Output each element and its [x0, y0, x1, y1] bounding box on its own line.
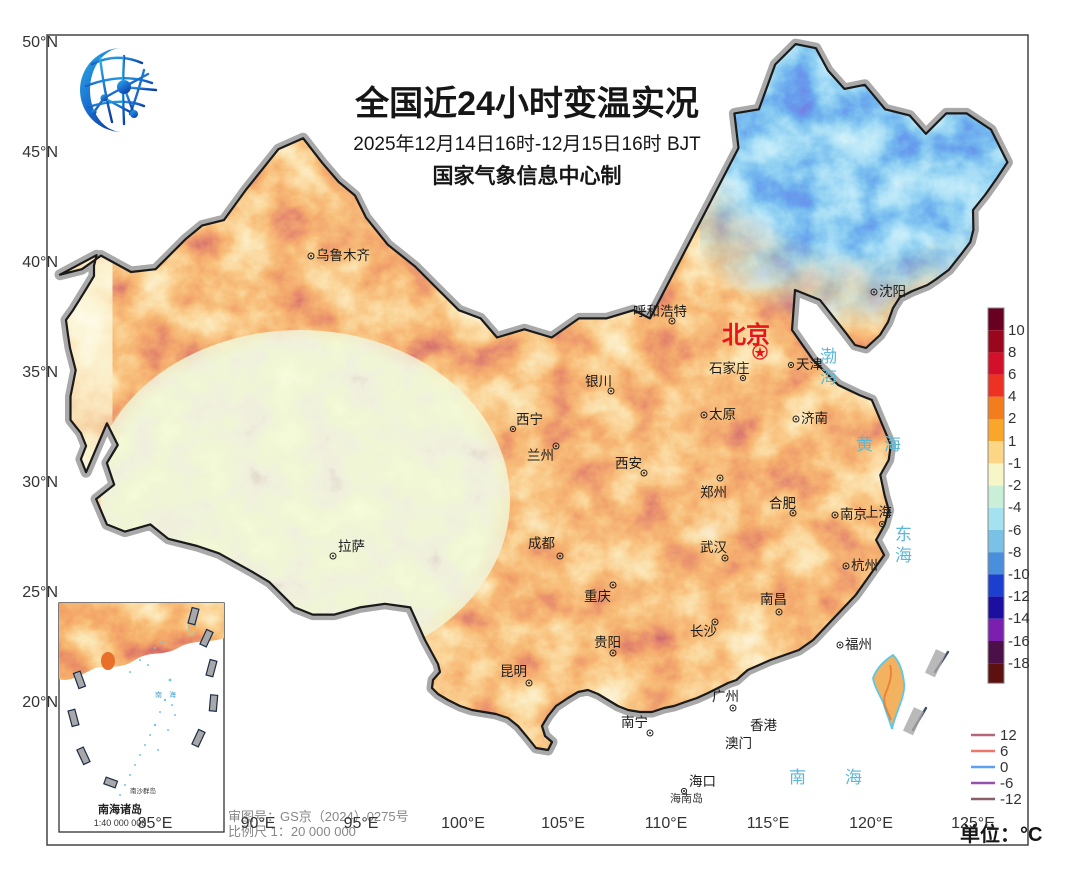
svg-text:-14: -14	[1008, 610, 1030, 627]
svg-text:海: 海	[895, 546, 912, 565]
svg-text:海南岛: 海南岛	[670, 791, 703, 805]
svg-text:6: 6	[1000, 743, 1008, 760]
svg-text:120°E: 120°E	[849, 815, 893, 832]
svg-text:-1: -1	[1008, 455, 1021, 472]
svg-text:国家气象信息中心制: 国家气象信息中心制	[433, 164, 622, 188]
svg-text:福州: 福州	[845, 637, 872, 652]
svg-text:兰州: 兰州	[527, 448, 554, 463]
svg-text:25°N: 25°N	[22, 584, 58, 601]
svg-text:115°E: 115°E	[747, 815, 790, 832]
svg-text:20°N: 20°N	[22, 694, 58, 711]
svg-text:-6: -6	[1000, 775, 1013, 792]
svg-text:重庆: 重庆	[584, 589, 611, 604]
svg-text:成都: 成都	[528, 536, 555, 551]
svg-text:6: 6	[1008, 366, 1016, 383]
svg-text:95°E: 95°E	[344, 815, 379, 832]
svg-text:0: 0	[1000, 759, 1008, 776]
svg-text:125°E: 125°E	[951, 815, 995, 832]
svg-text:香港: 香港	[750, 718, 778, 733]
svg-text:沈阳: 沈阳	[879, 284, 906, 299]
svg-text:12: 12	[1000, 727, 1017, 744]
svg-text:南昌: 南昌	[760, 592, 787, 607]
svg-text:拉萨: 拉萨	[338, 539, 365, 554]
svg-text:90°E: 90°E	[241, 815, 276, 832]
svg-text:-4: -4	[1008, 499, 1021, 516]
svg-text:贵阳: 贵阳	[594, 635, 621, 650]
svg-text:海: 海	[820, 368, 837, 387]
svg-text:石家庄: 石家庄	[709, 360, 750, 376]
svg-text:杭州: 杭州	[851, 558, 878, 573]
svg-text:海: 海	[845, 768, 862, 787]
svg-text:南沙群岛: 南沙群岛	[130, 786, 156, 795]
svg-text:南海诸岛: 南海诸岛	[98, 802, 142, 816]
svg-text:海口: 海口	[689, 774, 716, 789]
svg-text:2025年12月14日16时-12月15日16时 BJT: 2025年12月14日16时-12月15日16时 BJT	[353, 133, 701, 155]
svg-text:-12: -12	[1000, 791, 1022, 808]
svg-text:西安: 西安	[615, 456, 642, 471]
svg-text:银川: 银川	[585, 374, 612, 389]
svg-text:-10: -10	[1008, 566, 1030, 583]
svg-text:全国近24小时变温实况: 全国近24小时变温实况	[354, 84, 699, 123]
svg-text:南 海: 南 海	[155, 690, 176, 699]
svg-text:广州: 广州	[712, 689, 739, 704]
svg-text:东: 东	[895, 525, 912, 544]
svg-text:海: 海	[884, 435, 901, 454]
svg-text:-2: -2	[1008, 477, 1021, 494]
svg-text:郑州: 郑州	[700, 485, 727, 500]
svg-text:渤: 渤	[820, 347, 837, 366]
svg-text:上海: 上海	[865, 505, 892, 520]
svg-text:40°N: 40°N	[22, 254, 58, 271]
svg-text:105°E: 105°E	[541, 815, 585, 832]
svg-text:呼和浩特: 呼和浩特	[633, 304, 687, 319]
svg-text:北京: 北京	[722, 321, 770, 349]
svg-text:武汉: 武汉	[700, 540, 728, 555]
svg-text:100°E: 100°E	[441, 815, 485, 832]
svg-text:南: 南	[789, 768, 806, 787]
svg-text:南宁: 南宁	[621, 714, 648, 730]
svg-text:黄: 黄	[856, 435, 873, 454]
svg-text:10: 10	[1008, 322, 1025, 339]
svg-text:8: 8	[1008, 344, 1016, 361]
svg-text:110°E: 110°E	[645, 815, 688, 832]
svg-text:长沙: 长沙	[690, 624, 717, 639]
svg-text:济南: 济南	[801, 411, 828, 426]
svg-text:澳门: 澳门	[725, 736, 752, 751]
svg-text:30°N: 30°N	[22, 474, 58, 491]
svg-text:昆明: 昆明	[500, 664, 527, 679]
svg-text:45°N: 45°N	[22, 144, 58, 161]
svg-text:35°N: 35°N	[22, 364, 58, 381]
svg-text:-6: -6	[1008, 522, 1021, 539]
svg-text:-8: -8	[1008, 544, 1021, 561]
svg-text:2: 2	[1008, 410, 1016, 427]
svg-text:4: 4	[1008, 388, 1016, 405]
svg-text:-18: -18	[1008, 655, 1030, 672]
svg-text:太原: 太原	[709, 407, 736, 422]
svg-text:乌鲁木齐: 乌鲁木齐	[316, 248, 370, 263]
svg-text:合肥: 合肥	[769, 496, 796, 511]
svg-text:85°E: 85°E	[138, 815, 173, 832]
svg-text:50°N: 50°N	[22, 34, 58, 51]
svg-text:-12: -12	[1008, 588, 1030, 605]
svg-text:西宁: 西宁	[516, 411, 543, 427]
svg-text:南京: 南京	[840, 507, 867, 522]
svg-text:天津: 天津	[796, 357, 823, 372]
svg-text:1: 1	[1008, 433, 1016, 450]
svg-text:-16: -16	[1008, 633, 1030, 650]
